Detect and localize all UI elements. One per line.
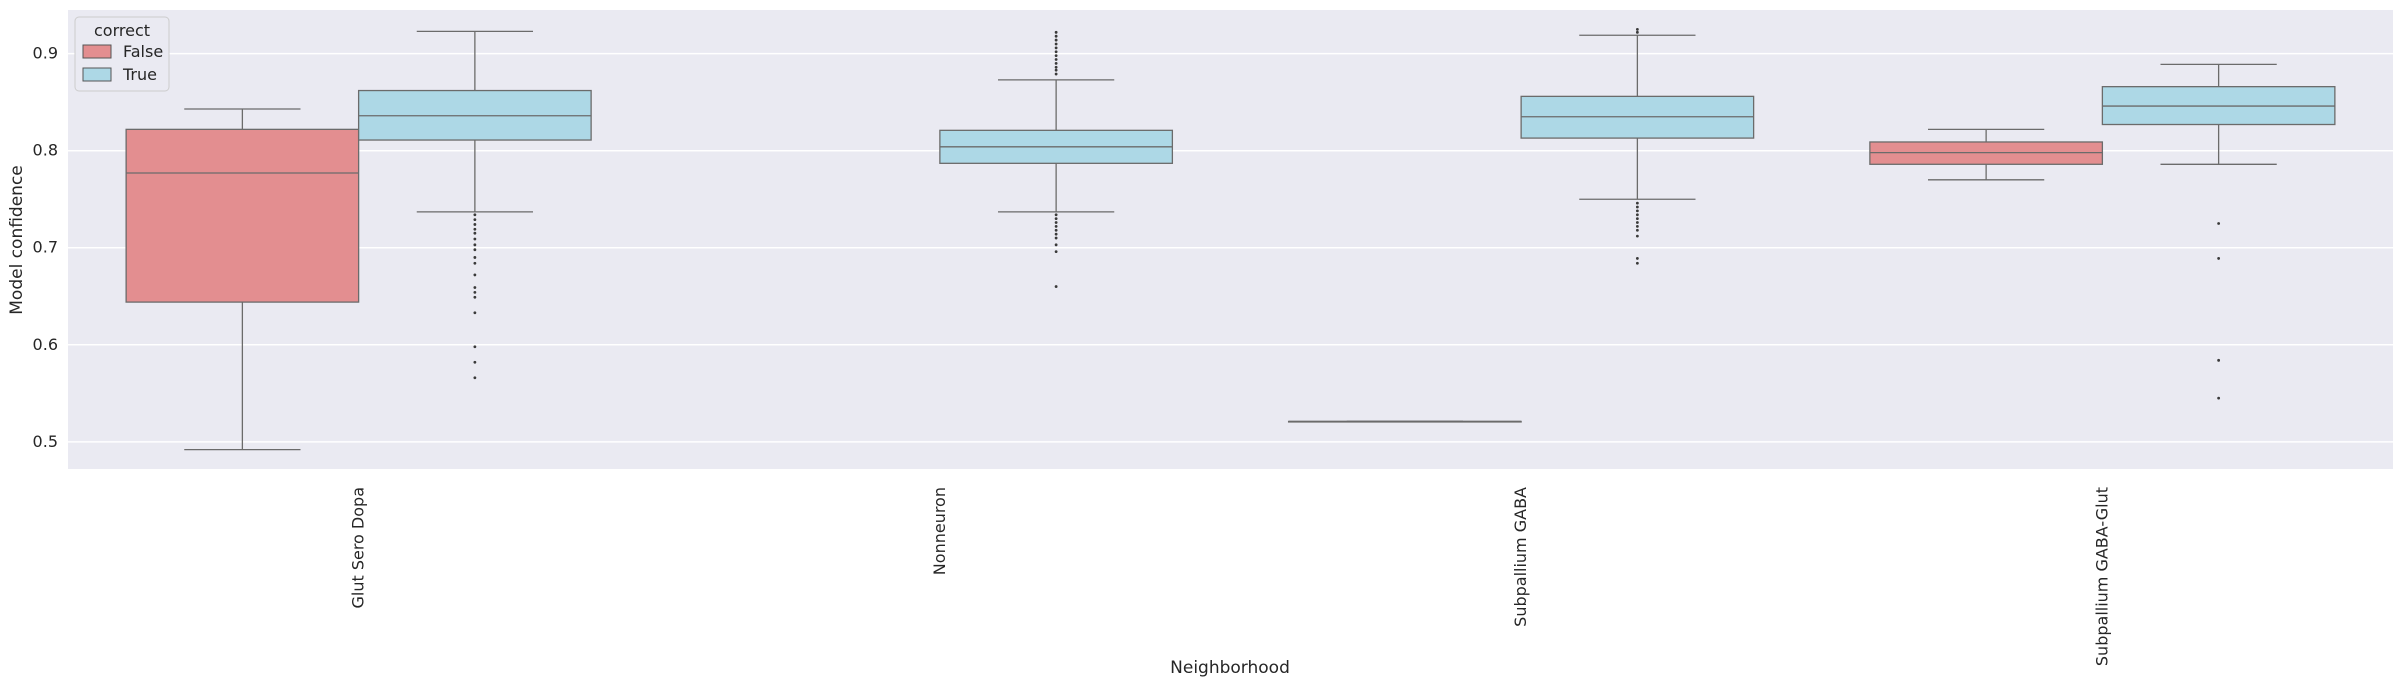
- outlier-point: [1635, 28, 1639, 31]
- box-false-0: [125, 108, 360, 451]
- outlier-point: [1054, 54, 1058, 58]
- legend-label-true: True: [122, 65, 157, 84]
- outlier-point: [1054, 243, 1058, 247]
- outlier-point: [2217, 358, 2221, 362]
- outlier-point: [1054, 217, 1058, 221]
- outlier-point: [473, 273, 477, 277]
- outlier-point: [1054, 224, 1058, 228]
- outlier-point: [473, 227, 477, 231]
- outlier-point: [1054, 250, 1058, 254]
- outlier-point: [1635, 257, 1639, 260]
- outlier-point: [473, 231, 477, 235]
- outlier-point: [473, 256, 477, 259]
- outlier-point: [1054, 34, 1058, 38]
- box-iqr: [125, 128, 360, 303]
- outlier-point: [1635, 221, 1639, 224]
- y-tick-labels: 0.5 0.6 0.7 0.8 0.9: [33, 44, 58, 451]
- outlier-point: [473, 248, 477, 252]
- outlier-point: [473, 237, 477, 241]
- y-tick-label: 0.8: [33, 141, 58, 160]
- outlier-point: [1054, 58, 1058, 61]
- legend-label-false: False: [123, 42, 163, 61]
- outlier-point: [1054, 221, 1058, 224]
- y-tick-label: 0.7: [33, 238, 58, 257]
- y-tick-label: 0.5: [33, 432, 58, 451]
- legend-swatch-false: [82, 44, 112, 59]
- outlier-point: [473, 223, 477, 226]
- outlier-point: [1054, 50, 1058, 54]
- outlier-point: [1054, 232, 1058, 236]
- outlier-point: [1635, 30, 1639, 34]
- outlier-point: [473, 243, 477, 247]
- outlier-point: [1054, 65, 1058, 69]
- outlier-point: [473, 376, 477, 380]
- outlier-point: [1054, 228, 1058, 232]
- legend-swatch-true: [82, 67, 112, 82]
- y-axis-label: Model confidence: [7, 165, 27, 315]
- legend-title: correct: [94, 21, 150, 40]
- outlier-point: [1054, 46, 1058, 50]
- x-tick-label: Subpallium GABA-Glut: [2092, 487, 2111, 666]
- outlier-point: [473, 213, 477, 217]
- outlier-point: [2217, 222, 2221, 225]
- y-tick-label: 0.6: [33, 335, 58, 354]
- box-true-2: [1520, 28, 1755, 265]
- outlier-point: [1054, 213, 1058, 217]
- outlier-point: [1054, 68, 1058, 72]
- outlier-point: [473, 218, 477, 222]
- outlier-point: [473, 360, 477, 364]
- outlier-point: [473, 311, 477, 315]
- box-true-1: [939, 30, 1174, 288]
- outlier-point: [1054, 285, 1058, 288]
- outlier-point: [1054, 72, 1058, 76]
- outlier-point: [1635, 228, 1639, 232]
- outlier-point: [1054, 42, 1058, 46]
- outlier-point: [1054, 61, 1058, 65]
- x-tick-label: Subpallium GABA: [1511, 487, 1530, 627]
- plot-background: [68, 10, 2393, 469]
- outlier-point: [1635, 205, 1639, 209]
- x-tick-label: Nonneuron: [930, 487, 949, 575]
- x-tick-labels: Glut Sero Dopa Nonneuron Subpallium GABA Su…: [349, 487, 2112, 666]
- outlier-point: [473, 286, 477, 289]
- box-true-3: [2101, 63, 2336, 400]
- outlier-point: [1635, 213, 1639, 217]
- outlier-point: [1635, 224, 1639, 228]
- legend: correct False True: [74, 16, 170, 92]
- outlier-point: [473, 261, 477, 265]
- outlier-point: [1635, 209, 1639, 213]
- outlier-point: [2217, 396, 2221, 400]
- box-false-3: [1869, 128, 2104, 181]
- outlier-point: [473, 345, 477, 349]
- outlier-point: [1054, 38, 1058, 42]
- box-true-0: [357, 30, 592, 380]
- outlier-point: [473, 295, 477, 299]
- y-tick-label: 0.9: [33, 44, 58, 63]
- outlier-point: [1635, 217, 1639, 221]
- outlier-point: [1635, 201, 1639, 205]
- outlier-point: [1635, 234, 1639, 238]
- outlier-point: [1054, 236, 1058, 240]
- box-false-2: [1287, 420, 1522, 423]
- outlier-point: [2217, 257, 2221, 260]
- outlier-point: [473, 290, 477, 294]
- boxes: [125, 28, 2336, 451]
- x-axis-label: Neighborhood: [1170, 658, 1290, 678]
- outlier-point: [1054, 30, 1058, 34]
- outlier-point: [1635, 261, 1639, 265]
- x-tick-label: Glut Sero Dopa: [349, 487, 368, 609]
